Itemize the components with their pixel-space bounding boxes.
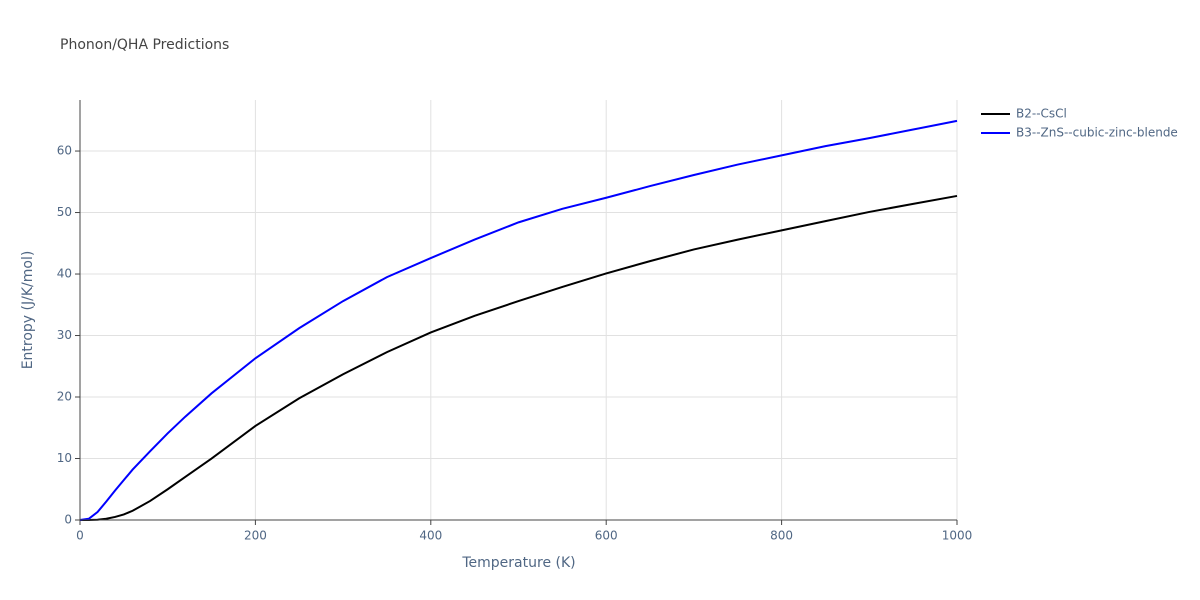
y-tick-label: 40 bbox=[57, 267, 72, 281]
x-tick-label: 0 bbox=[76, 529, 84, 543]
x-tick-label: 400 bbox=[419, 529, 442, 543]
y-tick-label: 20 bbox=[57, 390, 72, 404]
y-tick-label: 60 bbox=[57, 144, 72, 158]
x-axis-title: Temperature (K) bbox=[461, 555, 575, 571]
y-tick-label: 0 bbox=[64, 513, 72, 527]
x-tick-label: 800 bbox=[770, 529, 793, 543]
chart-title: Phonon/QHA Predictions bbox=[60, 37, 229, 53]
legend-label[interactable]: B3--ZnS--cubic-zinc-blende bbox=[1016, 126, 1178, 140]
y-tick-label: 10 bbox=[57, 451, 72, 465]
legend: B2--CsCl B3--ZnS--cubic-zinc-blende bbox=[981, 107, 1178, 140]
x-tick-label: 200 bbox=[244, 529, 267, 543]
plot-area bbox=[79, 119, 958, 521]
series-line bbox=[79, 119, 958, 521]
series-line bbox=[80, 194, 958, 521]
x-tick-label: 600 bbox=[595, 529, 618, 543]
legend-label[interactable]: B2--CsCl bbox=[1016, 107, 1067, 121]
x-tick-label: 1000 bbox=[942, 529, 973, 543]
y-tick-label: 50 bbox=[57, 205, 72, 219]
y-axis-title: Entropy (J/K/mol) bbox=[20, 251, 36, 370]
y-tick-label: 30 bbox=[57, 328, 72, 342]
